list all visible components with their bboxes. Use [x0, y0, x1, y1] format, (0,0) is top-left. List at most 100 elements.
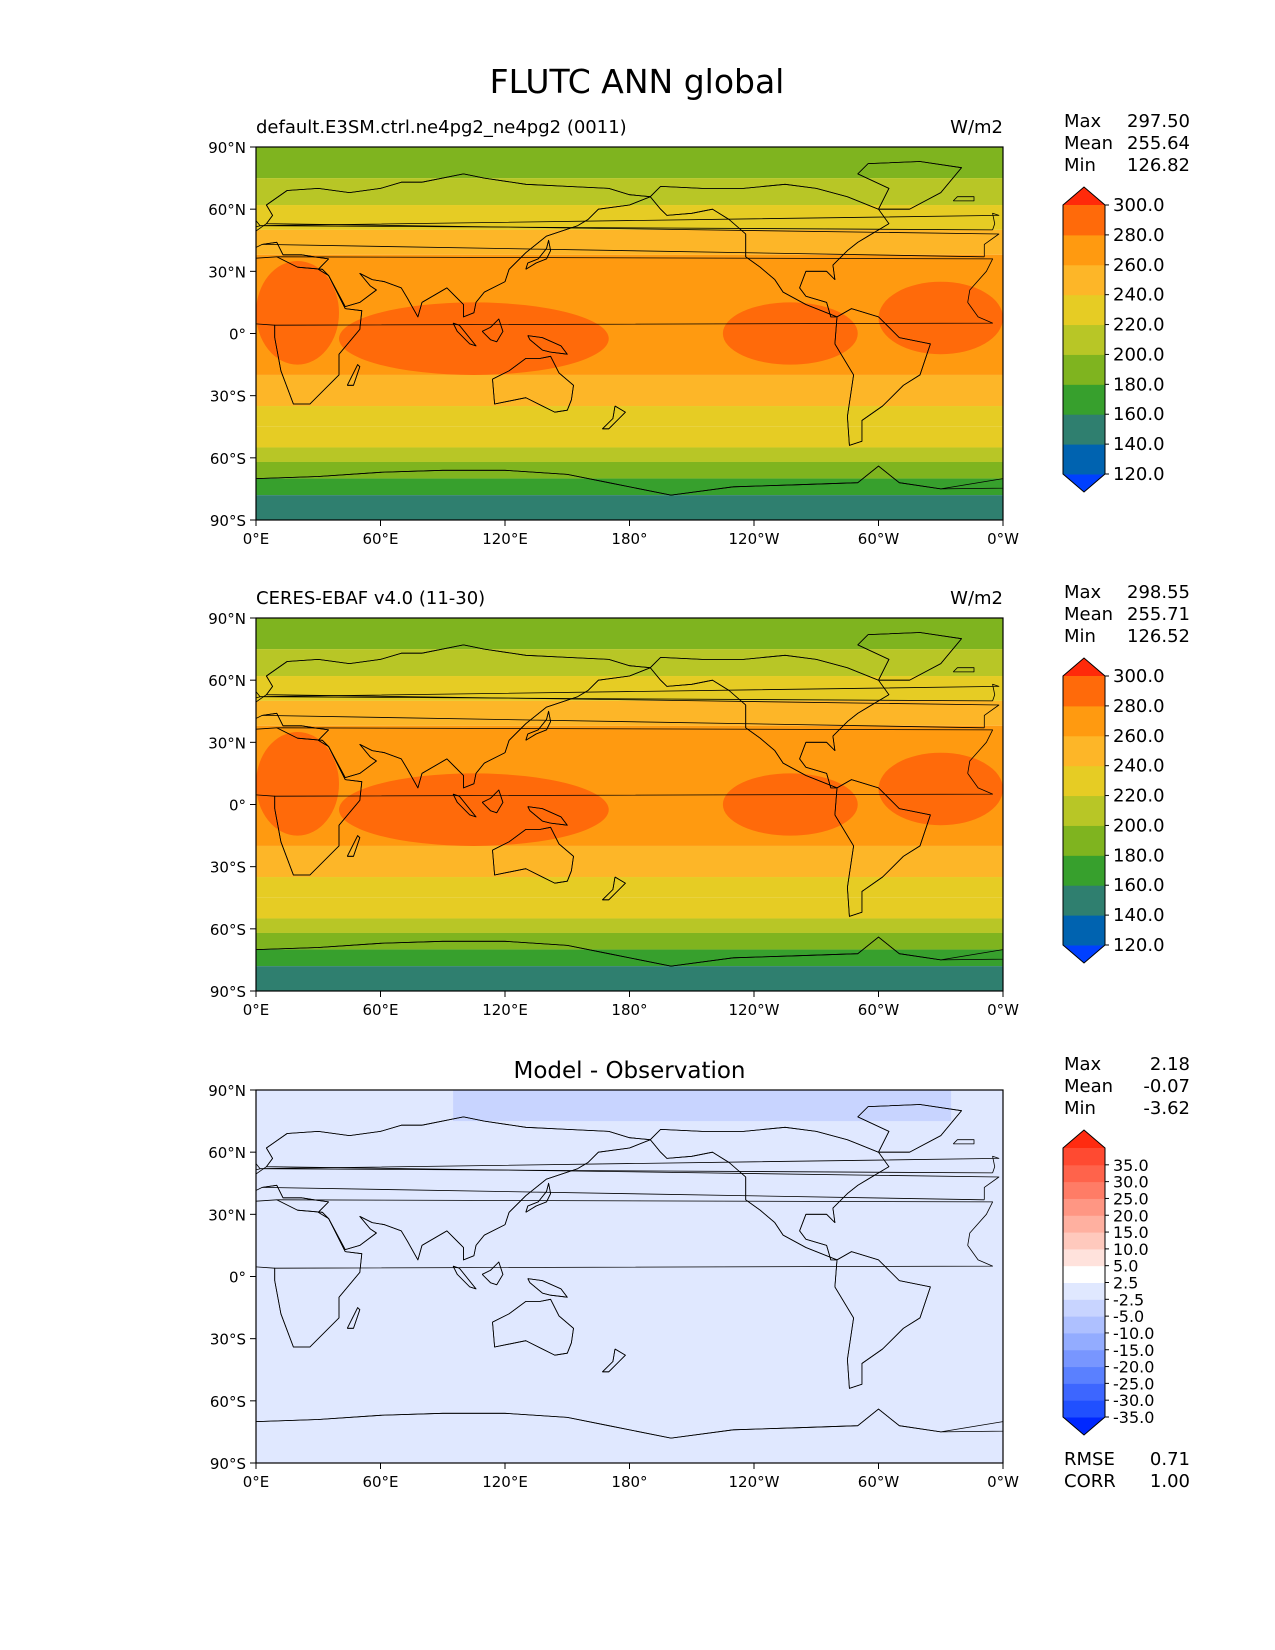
colorbar-tick-label: 140.0	[1113, 905, 1165, 926]
colorbar-tick-label: 220.0	[1113, 315, 1165, 336]
lat-tick-label: 60°S	[210, 450, 246, 468]
contour-band	[256, 406, 1003, 427]
colorbar-segment	[1063, 1198, 1105, 1216]
coastline-sumatra	[452, 322, 477, 347]
colorbar-tick-label: 10.0	[1113, 1240, 1149, 1259]
lat-tick-label: 90°S	[210, 512, 246, 530]
coastline-uk	[259, 1155, 1000, 1174]
coastline-north-america	[649, 1126, 890, 1261]
colorbar-segment	[1063, 676, 1105, 707]
contour-band	[256, 495, 1003, 520]
lon-tick-label: 120°E	[482, 1001, 528, 1019]
coastlines	[256, 632, 1003, 967]
coastline-greenland	[857, 1104, 962, 1153]
lat-tick-label: 30°S	[210, 1331, 246, 1349]
stat-mean-value: -0.07	[1143, 1076, 1190, 1097]
colorbar-segment	[1063, 735, 1105, 767]
coastline-eurasia	[261, 173, 1000, 318]
coastline-borneo	[481, 789, 504, 814]
coastline-greenland	[857, 632, 962, 681]
stat-mean-value: 255.71	[1127, 604, 1190, 625]
panel-units: W/m2	[950, 588, 1003, 609]
field-layer	[256, 147, 1003, 520]
coastline-new-guinea	[527, 335, 568, 355]
coastline-borneo	[481, 318, 504, 343]
contour-region	[339, 773, 609, 846]
coastline-south-america	[834, 779, 931, 917]
colorbar-tick-label: 30.0	[1113, 1173, 1149, 1192]
colorbar-tick-label: 300.0	[1113, 195, 1165, 216]
contour-region	[339, 302, 609, 375]
colorbar-segment	[1063, 1383, 1105, 1401]
coastline-africa	[274, 727, 993, 876]
colorbar-tick-label: 260.0	[1113, 726, 1165, 747]
colorbar-tick-label: 180.0	[1113, 845, 1165, 866]
coastline-new-guinea	[527, 1278, 568, 1298]
colorbar-segment	[1063, 1282, 1105, 1300]
anomaly-region	[453, 1090, 952, 1122]
colorbar-tick-label: 160.0	[1113, 404, 1165, 425]
stat-mean-value: 255.64	[1127, 133, 1190, 154]
coastline-madagascar	[346, 1307, 361, 1329]
lat-tick-label: 90°N	[208, 610, 246, 628]
contour-band	[256, 461, 1003, 479]
colorbar-tick-label: -10.0	[1113, 1324, 1154, 1343]
colorbar-tick-label: 35.0	[1113, 1156, 1149, 1175]
colorbar-segment	[1063, 205, 1105, 236]
coastline-borneo	[481, 1261, 504, 1286]
coastline-africa	[274, 256, 993, 405]
contour-region	[256, 260, 339, 365]
colorbar-tick-label: 140.0	[1113, 434, 1165, 455]
colorbar: 120.0 140.0 160.0 180.0 200.0 220.0 240.0 260.0…	[1062, 186, 1165, 493]
colorbar-tick-label: -15.0	[1113, 1341, 1154, 1360]
colorbar-extend-low	[1063, 945, 1105, 963]
lat-tick-label: 30°S	[210, 388, 246, 406]
stat-min-label: Min	[1064, 1098, 1096, 1119]
coastline-iceland	[952, 196, 975, 202]
lat-tick-label: 60°N	[208, 201, 246, 219]
colorbar-tick-label: 240.0	[1113, 756, 1165, 777]
coastline-iceland	[952, 1139, 975, 1145]
contour-band	[256, 966, 1003, 991]
field-layer	[256, 1090, 1003, 1463]
coastline-antarctica	[256, 465, 1003, 496]
contour-band	[256, 918, 1003, 933]
lat-tick-label: 30°N	[208, 1206, 246, 1224]
lon-tick-label: 0°E	[243, 530, 270, 548]
lon-tick-label: 0°E	[243, 1001, 270, 1019]
stat-mean-label: Mean	[1064, 1076, 1113, 1097]
colorbar-tick-label: 120.0	[1113, 935, 1165, 956]
stat-min-value: 126.52	[1127, 626, 1190, 647]
stat-max-label: Max	[1064, 582, 1102, 603]
colorbar-segment	[1063, 825, 1105, 856]
panel-title: default.E3SM.ctrl.ne4pg2_ne4pg2 (0011)	[256, 117, 627, 138]
lat-tick-label: 90°S	[210, 983, 246, 1001]
colorbar-segment	[1063, 354, 1105, 385]
lon-tick-label: 60°W	[858, 1473, 900, 1491]
map-panel-1: 90°N 60°N 30°N 0° 30°S 60°S 90°S0°E 60°E 120°E 18…	[208, 111, 1190, 548]
colorbar-extend-low	[1063, 474, 1105, 492]
stat-mean-label: Mean	[1064, 604, 1113, 625]
colorbar-tick-label: 280.0	[1113, 225, 1165, 246]
colorbar-extend-low	[1063, 1417, 1105, 1435]
lat-tick-label: 90°N	[208, 139, 246, 157]
coastline-new-zealand	[602, 405, 626, 430]
colorbar-segment	[1063, 765, 1105, 797]
colorbar-tick-label: 260.0	[1113, 255, 1165, 276]
contour-band	[256, 877, 1003, 898]
coastline-new-guinea	[527, 806, 568, 826]
colorbar-tick-label: -5.0	[1113, 1307, 1144, 1326]
colorbar-tick-label: 15.0	[1113, 1223, 1149, 1242]
lat-tick-label: 60°N	[208, 1144, 246, 1162]
coastline-north-america	[649, 654, 890, 789]
colorbar-tick-label: -20.0	[1113, 1358, 1154, 1377]
lon-tick-label: 60°W	[858, 1001, 900, 1019]
colorbar-segment	[1063, 324, 1105, 355]
stat-min-label: Min	[1064, 626, 1096, 647]
colorbar-segment	[1063, 1265, 1105, 1283]
colorbar-segment	[1063, 1349, 1105, 1368]
colorbar-segment	[1063, 1215, 1105, 1233]
coastline-madagascar	[346, 835, 361, 857]
lon-tick-label: 120°W	[729, 1473, 780, 1491]
